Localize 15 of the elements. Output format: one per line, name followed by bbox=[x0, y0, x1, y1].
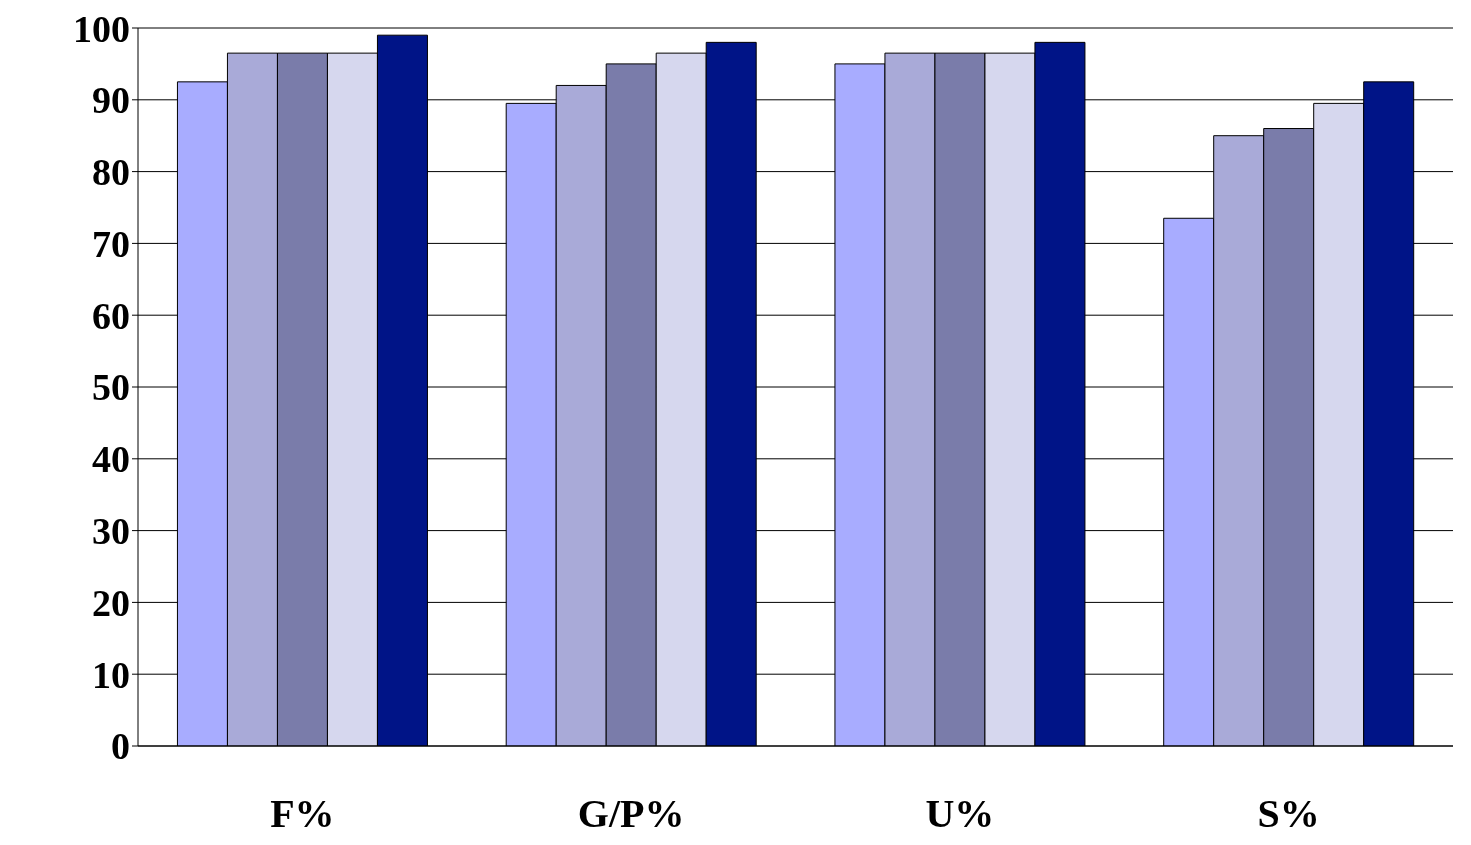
y-tick-label: 100 bbox=[73, 7, 130, 50]
x-tick-label: U% bbox=[925, 791, 995, 837]
y-tick-label: 60 bbox=[92, 294, 130, 337]
x-tick-label: G/P% bbox=[577, 791, 685, 837]
y-tick-label: 10 bbox=[92, 653, 130, 696]
x-tick-label: S% bbox=[1257, 791, 1320, 837]
y-tick-label: 30 bbox=[92, 510, 130, 553]
x-tick-label: F% bbox=[270, 791, 335, 837]
y-tick-label: 0 bbox=[111, 725, 130, 768]
y-tick-label: 40 bbox=[92, 438, 130, 481]
y-tick-label: 20 bbox=[92, 581, 130, 624]
y-tick-label: 80 bbox=[92, 151, 130, 194]
y-tick-label: 70 bbox=[92, 222, 130, 265]
y-tick-label: 50 bbox=[92, 366, 130, 409]
y-tick-label: 90 bbox=[92, 79, 130, 122]
